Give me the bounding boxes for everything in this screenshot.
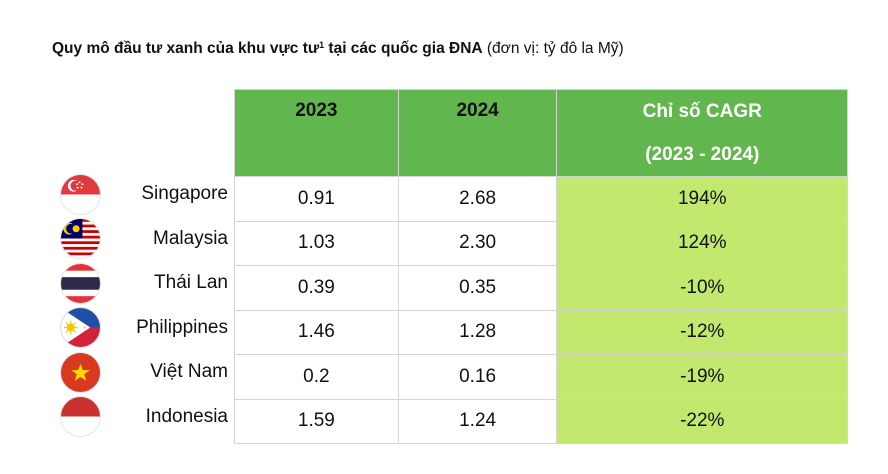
value-2023: 0.39	[234, 265, 399, 311]
vietnam-flag-icon	[60, 351, 101, 393]
indonesia-flag-icon	[60, 396, 101, 438]
table-row: 1.03 2.30 124%	[234, 220, 848, 266]
header-2024: 2024	[397, 89, 558, 177]
investment-table: 2023 2024 Chỉ số CAGR (2023 - 2024) 0.91…	[234, 89, 848, 444]
header-row: 2023 2024 Chỉ số CAGR (2023 - 2024)	[234, 89, 848, 177]
value-cagr: 194%	[556, 176, 848, 222]
value-2023: 1.59	[234, 398, 399, 444]
value-2024: 1.28	[397, 309, 558, 355]
table-row: 0.39 0.35 -10%	[234, 265, 848, 311]
value-cagr: -19%	[556, 354, 848, 400]
singapore-flag-icon	[60, 173, 101, 215]
country-row-indonesia: Indonesia	[60, 395, 234, 440]
country-name: Malaysia	[153, 227, 228, 249]
title-bold: Quy mô đầu tư xanh của khu vực tư	[52, 40, 320, 57]
header-cagr-line2: (2023 - 2024)	[645, 144, 760, 165]
value-2024: 2.30	[397, 220, 558, 266]
value-2023: 1.46	[234, 309, 399, 355]
value-2023: 1.03	[234, 220, 399, 266]
table-row: 0.91 2.68 194%	[234, 176, 848, 222]
header-2023: 2023	[234, 89, 399, 177]
value-2024: 1.24	[397, 398, 558, 444]
country-row-singapore: Singapore	[60, 172, 234, 217]
country-name: Indonesia	[145, 405, 228, 427]
country-row-vietnam: Việt Nam	[60, 350, 234, 395]
country-row-malaysia: Malaysia	[60, 217, 234, 262]
title-bold-rest: tại các quốc gia ĐNA	[324, 40, 483, 57]
value-cagr: -22%	[556, 398, 848, 444]
header-cagr-line1: Chỉ số CAGR	[642, 101, 762, 122]
header-cagr: Chỉ số CAGR (2023 - 2024)	[556, 89, 848, 177]
title-unit: (đơn vị: tỷ đô la Mỹ)	[482, 40, 624, 57]
value-2023: 0.2	[234, 354, 399, 400]
value-2024: 0.35	[397, 265, 558, 311]
country-name: Thái Lan	[154, 272, 228, 294]
philippines-flag-icon	[60, 307, 101, 349]
malaysia-flag-icon	[60, 218, 101, 260]
table-row: 0.2 0.16 -19%	[234, 354, 848, 400]
value-cagr: -10%	[556, 265, 848, 311]
country-name: Philippines	[136, 316, 228, 338]
table-row: 1.59 1.24 -22%	[234, 398, 848, 444]
value-2024: 2.68	[397, 176, 558, 222]
value-cagr: -12%	[556, 309, 848, 355]
chart-title: Quy mô đầu tư xanh của khu vực tư1 tại c…	[52, 39, 624, 59]
country-name: Việt Nam	[150, 361, 228, 383]
table-row: 1.46 1.28 -12%	[234, 309, 848, 355]
country-name: Singapore	[141, 183, 228, 205]
country-labels: Singapore Malay	[60, 172, 234, 439]
value-2024: 0.16	[397, 354, 558, 400]
value-cagr: 124%	[556, 220, 848, 266]
value-2023: 0.91	[234, 176, 399, 222]
country-row-philippines: Philippines	[60, 306, 234, 351]
country-row-thailand: Thái Lan	[60, 261, 234, 306]
thailand-flag-icon	[60, 262, 101, 304]
title-footnote: 1	[319, 40, 325, 50]
